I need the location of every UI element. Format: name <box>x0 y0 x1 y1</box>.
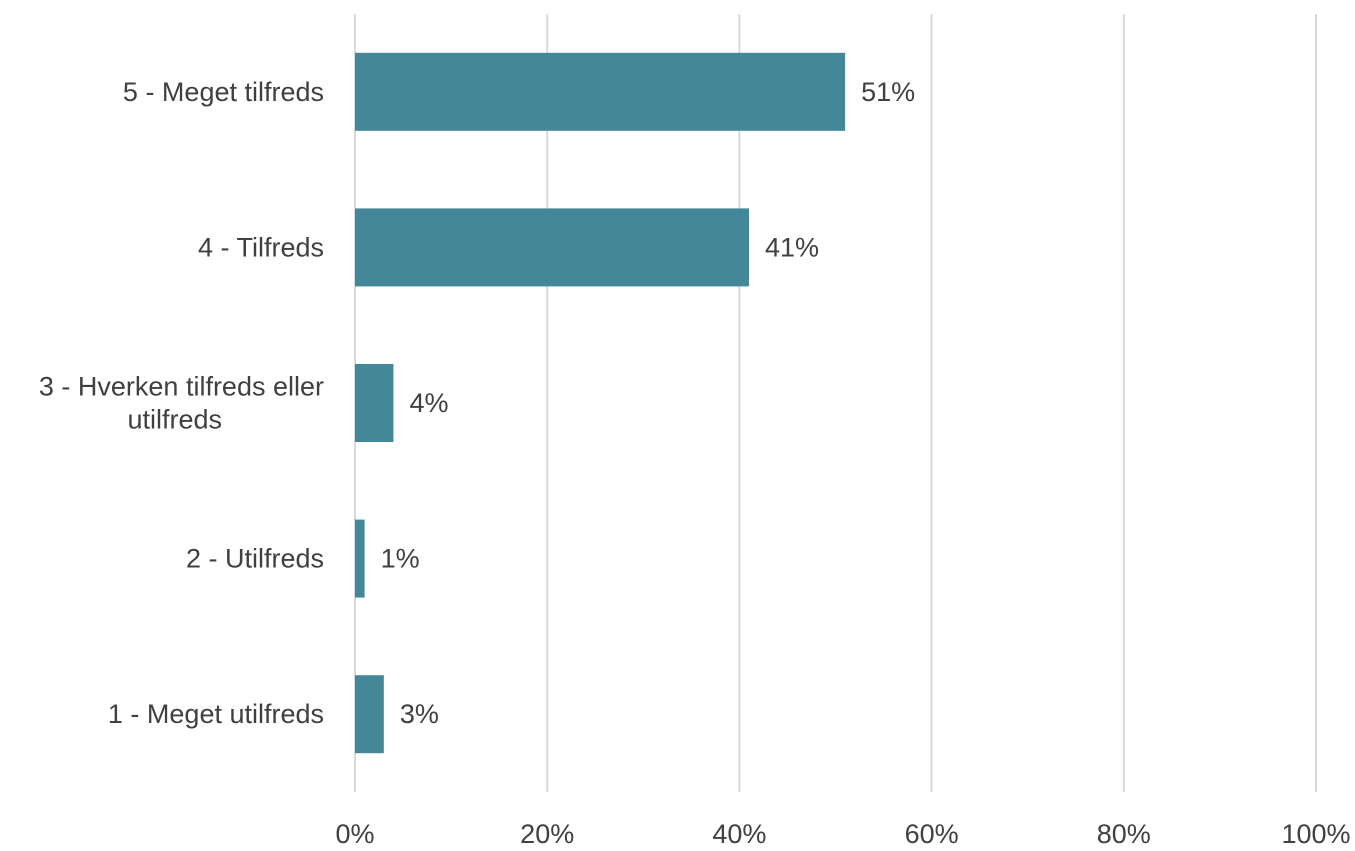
x-tick-label: 20% <box>520 819 574 846</box>
x-tick-label: 40% <box>712 819 766 846</box>
x-tick-label: 80% <box>1097 819 1151 846</box>
data-labels: 51% 41% 4% 1% 3% <box>381 77 916 729</box>
x-tick-label: 0% <box>335 819 374 846</box>
data-label: 51% <box>861 77 915 107</box>
category-label: 5 - Meget tilfreds <box>123 77 324 107</box>
category-labels: 5 - Meget tilfreds 4 - Tilfreds 3 - Hverke… <box>39 77 324 729</box>
bar <box>355 675 384 754</box>
bar <box>355 364 394 442</box>
data-label: 3% <box>400 699 439 729</box>
x-tick-label: 100% <box>1281 819 1350 846</box>
category-label: 3 - Hverken tilfreds eller utilfreds <box>39 372 324 435</box>
x-tick-labels: 0% 20% 40% 60% 80% 100% <box>335 819 1350 849</box>
bar <box>355 519 365 598</box>
gridlines <box>354 14 1317 792</box>
category-label: 1 - Meget utilfreds <box>108 699 324 729</box>
data-label: 1% <box>381 544 420 574</box>
bar <box>355 52 846 131</box>
category-label: 4 - Tilfreds <box>198 232 324 262</box>
data-label: 41% <box>765 232 819 262</box>
bar <box>355 208 750 287</box>
data-label: 4% <box>409 388 448 418</box>
bars <box>355 52 846 754</box>
category-label: 2 - Utilfreds <box>186 544 324 574</box>
x-tick-label: 60% <box>905 819 959 846</box>
